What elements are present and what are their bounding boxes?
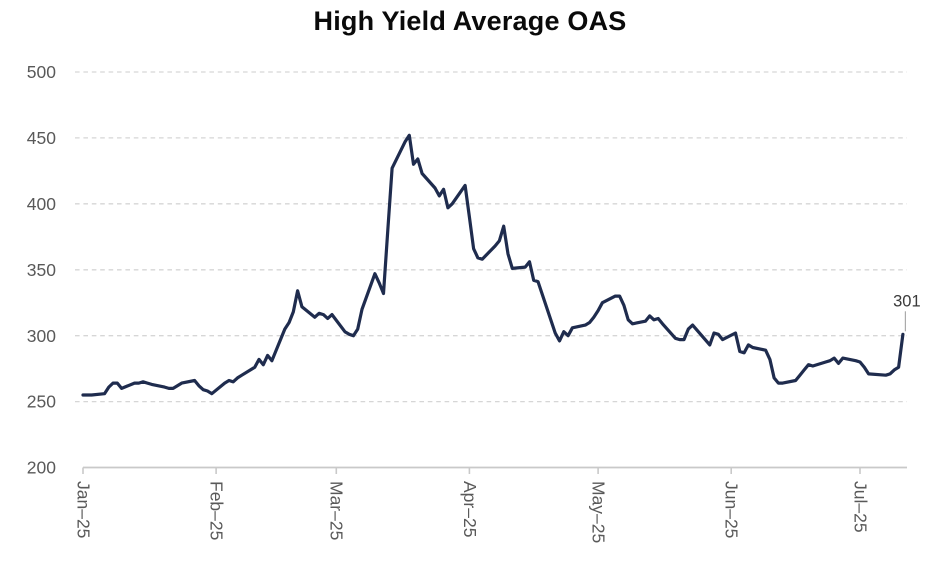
y-axis-tick-label: 250 <box>27 392 56 412</box>
x-axis-tick-label: Mar–25 <box>327 481 347 540</box>
series-layer <box>81 133 905 397</box>
y-axis-tick-label: 450 <box>27 128 56 148</box>
chart-title: High Yield Average OAS <box>313 6 627 36</box>
y-axis-tick-label: 300 <box>27 326 56 346</box>
axis-layer: 200 250 300 350 400 450 500 Jan–25 Feb–25 Mar–25 A… <box>27 62 907 543</box>
y-axis-tick-label: 200 <box>27 458 56 478</box>
series-line <box>81 133 905 397</box>
x-axis-tick-label: Feb–25 <box>207 481 227 540</box>
annotation-layer: 301 <box>893 292 921 332</box>
y-axis-tick-label: 500 <box>27 62 56 82</box>
x-axis-tick-label: Jul–25 <box>850 481 870 533</box>
y-axis-tick-label: 350 <box>27 260 56 280</box>
x-axis-tick-label: Jun–25 <box>722 481 742 538</box>
grid-layer <box>75 71 907 403</box>
x-axis-tick-label: Apr–25 <box>460 481 480 537</box>
last-value-label: 301 <box>893 292 921 310</box>
x-axis-tick-label: Jan–25 <box>73 481 93 538</box>
y-axis-tick-label: 400 <box>27 194 56 214</box>
x-axis-tick-label: May–25 <box>589 481 609 543</box>
